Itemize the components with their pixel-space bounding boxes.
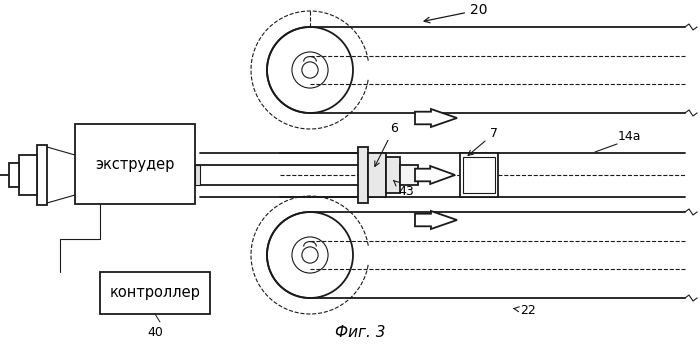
Text: 22: 22 [514, 304, 536, 317]
Polygon shape [415, 211, 457, 229]
Bar [37, 145, 47, 205]
Bar [195, 165, 200, 185]
Text: контроллер: контроллер [110, 285, 200, 301]
Text: Фиг. 3: Фиг. 3 [335, 325, 385, 340]
Bar [400, 165, 418, 185]
Bar [463, 157, 495, 193]
Bar [368, 153, 386, 197]
Circle shape [302, 247, 318, 263]
Circle shape [302, 62, 318, 78]
Bar [19, 155, 37, 195]
Bar [460, 153, 498, 197]
Text: 14а: 14а [618, 130, 641, 143]
Text: 6: 6 [374, 122, 398, 166]
Bar [75, 124, 195, 204]
Polygon shape [415, 166, 455, 184]
Bar [386, 157, 400, 193]
Bar [9, 163, 19, 187]
Bar [100, 272, 210, 314]
Text: 40: 40 [147, 326, 163, 339]
Text: экструдер: экструдер [95, 157, 175, 171]
Text: 43: 43 [393, 180, 414, 198]
Bar [358, 147, 368, 203]
Text: 20: 20 [424, 3, 487, 23]
Polygon shape [415, 109, 457, 127]
Text: 7: 7 [468, 127, 498, 155]
